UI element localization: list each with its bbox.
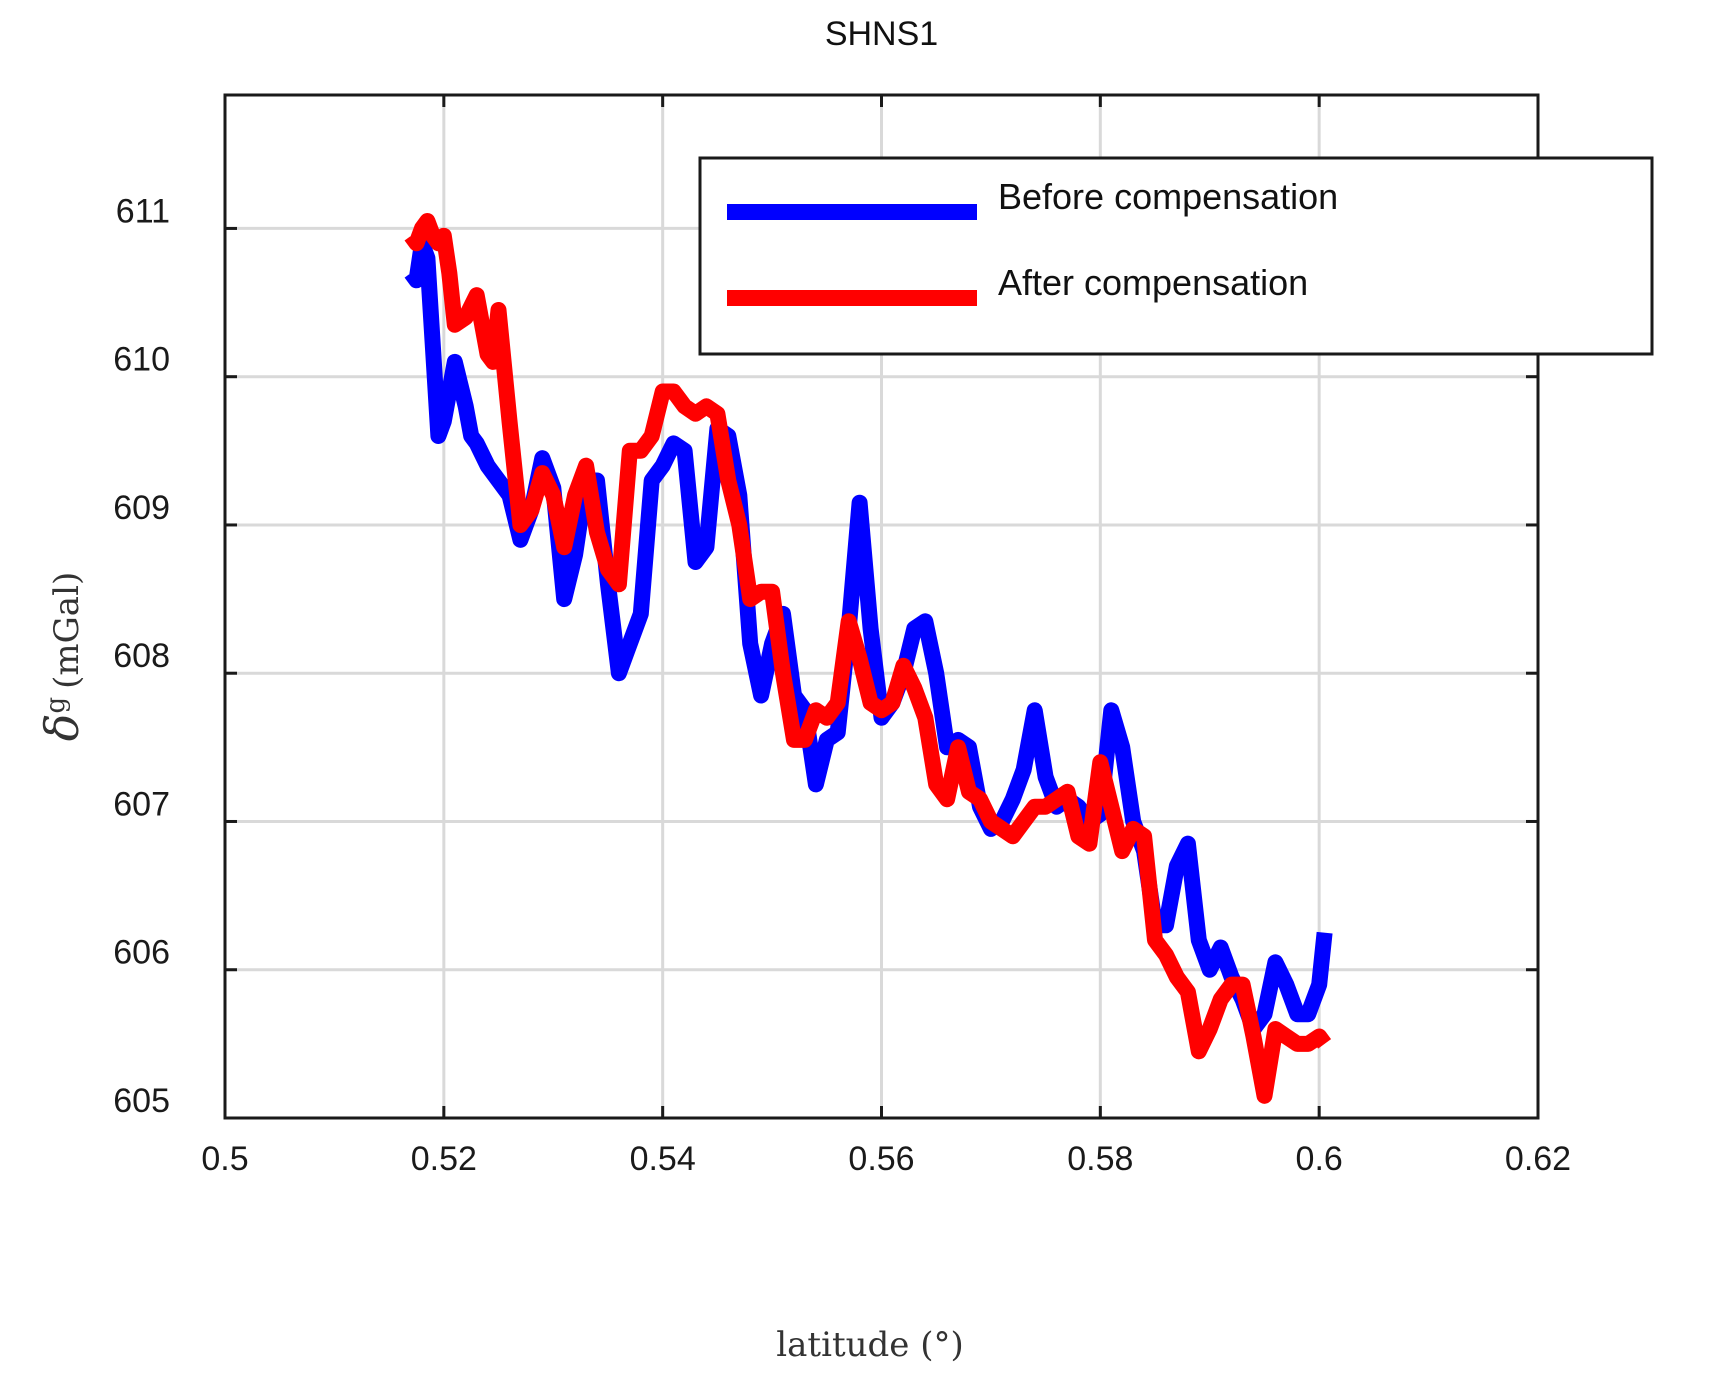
x-tick-label: 0.6 <box>1296 1140 1343 1178</box>
x-tick-label: 0.58 <box>1067 1140 1133 1178</box>
x-tick-label: 0.52 <box>411 1140 477 1178</box>
x-tick-label: 0.62 <box>1505 1140 1571 1178</box>
y-tick-label: 608 <box>113 637 170 675</box>
y-axis-symbol: δ <box>35 714 89 742</box>
y-tick-label: 611 <box>116 192 170 230</box>
legend-box <box>698 156 1654 356</box>
y-tick-label: 610 <box>113 341 170 379</box>
y-axis-label: δg (mGal) <box>35 572 89 741</box>
x-tick-label: 0.56 <box>848 1140 914 1178</box>
legend: Before compensation After compensation <box>698 156 1654 356</box>
legend-label-after: After compensation <box>998 262 1308 303</box>
y-tick-label: 609 <box>113 489 170 527</box>
y-tick-label: 605 <box>113 1082 170 1120</box>
y-tick-label: 606 <box>113 934 170 972</box>
legend-label-before: Before compensation <box>998 176 1338 217</box>
y-axis-superscript: g <box>41 697 71 714</box>
x-tick-label: 0.54 <box>630 1140 696 1178</box>
chart-title: SHNS1 <box>825 15 938 53</box>
label-layer: 0.5 0.52 0.54 0.56 0.58 0.6 0.62 605 606 607 608 60… <box>113 192 1571 1178</box>
y-axis-unit: (mGal) <box>47 572 87 689</box>
series-line-after <box>404 213 1332 1104</box>
x-tick-label: 0.5 <box>201 1140 248 1178</box>
x-axis-label: latitude (°) <box>776 1325 963 1365</box>
series-layer <box>404 213 1333 1104</box>
series-line-before <box>404 235 1333 1037</box>
y-tick-label: 607 <box>113 785 170 823</box>
